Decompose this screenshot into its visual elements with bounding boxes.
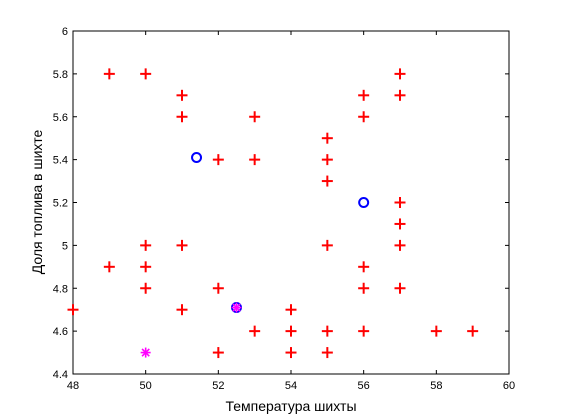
plus-marker-point bbox=[358, 261, 370, 273]
y-tick-label: 5.4 bbox=[53, 155, 68, 167]
plus-marker-point bbox=[67, 304, 79, 316]
plus-marker-point bbox=[249, 111, 261, 123]
plus-marker-point bbox=[358, 325, 370, 337]
plus-marker-point bbox=[249, 154, 261, 166]
plot-area bbox=[72, 30, 510, 375]
plus-marker-point bbox=[176, 89, 188, 101]
plus-marker-point bbox=[212, 282, 224, 294]
plus-marker-point bbox=[358, 282, 370, 294]
plus-marker-point bbox=[321, 347, 333, 359]
plus-marker-point bbox=[285, 325, 297, 337]
plus-marker-point bbox=[212, 347, 224, 359]
plus-marker-point bbox=[394, 218, 406, 230]
plus-marker-point bbox=[321, 132, 333, 144]
plus-marker-point bbox=[103, 261, 115, 273]
y-tick-label: 5.6 bbox=[53, 112, 68, 124]
plus-marker-point bbox=[321, 239, 333, 251]
x-tick-label: 50 bbox=[140, 380, 152, 392]
y-axis-label: Доля топлива в шихте bbox=[29, 129, 45, 274]
plus-marker-point bbox=[394, 239, 406, 251]
x-axis-label: Температура шихты bbox=[225, 398, 356, 414]
plus-marker-point bbox=[358, 89, 370, 101]
y-tick-label: 5.8 bbox=[53, 69, 68, 81]
plus-marker-point bbox=[394, 89, 406, 101]
plus-marker-point bbox=[140, 68, 152, 80]
y-tick-label: 5 bbox=[62, 240, 68, 252]
star-marker-point bbox=[140, 347, 151, 358]
plus-marker-point bbox=[285, 347, 297, 359]
plus-marker-point bbox=[176, 304, 188, 316]
circle-marker-point bbox=[358, 197, 370, 208]
plus-marker-point bbox=[103, 68, 115, 80]
plus-marker-point bbox=[140, 282, 152, 294]
circle-marker-point bbox=[191, 151, 203, 163]
plus-marker-point bbox=[249, 325, 261, 337]
plus-marker-point bbox=[358, 111, 370, 123]
x-tick-label: 54 bbox=[285, 380, 297, 392]
plus-marker-point bbox=[176, 111, 188, 123]
y-tick-label: 5.2 bbox=[53, 198, 68, 210]
plus-marker-point bbox=[285, 304, 297, 316]
y-tick-label: 4.6 bbox=[53, 326, 68, 338]
plus-marker-point bbox=[176, 239, 188, 251]
star-marker-point bbox=[231, 302, 242, 313]
x-tick-label: 52 bbox=[212, 380, 224, 392]
plus-marker-point bbox=[467, 325, 479, 337]
plus-marker-point bbox=[430, 325, 442, 337]
plus-marker-point bbox=[212, 154, 224, 166]
x-tick-label: 56 bbox=[358, 380, 370, 392]
plus-marker-point bbox=[394, 282, 406, 294]
x-tick-label: 58 bbox=[430, 380, 442, 392]
plus-marker-point bbox=[140, 261, 152, 273]
x-tick-label: 60 bbox=[503, 380, 515, 392]
ticks: 48 50 52 54 56 58 60 4.4 4.6 4.8 5 5.2 5.4 5.6 5.8 6 bbox=[53, 26, 515, 392]
y-tick-label: 4.4 bbox=[53, 369, 68, 381]
x-tick-label: 48 bbox=[67, 380, 79, 392]
plus-marker-point bbox=[394, 197, 406, 208]
y-tick-label: 6 bbox=[62, 26, 68, 38]
plus-marker-point bbox=[140, 239, 152, 251]
plus-marker-point bbox=[394, 68, 406, 80]
plus-marker-point bbox=[321, 175, 333, 187]
data-points bbox=[67, 68, 479, 359]
y-tick-label: 4.8 bbox=[53, 283, 68, 295]
plus-marker-point bbox=[321, 154, 333, 166]
plus-marker-point bbox=[321, 325, 333, 337]
